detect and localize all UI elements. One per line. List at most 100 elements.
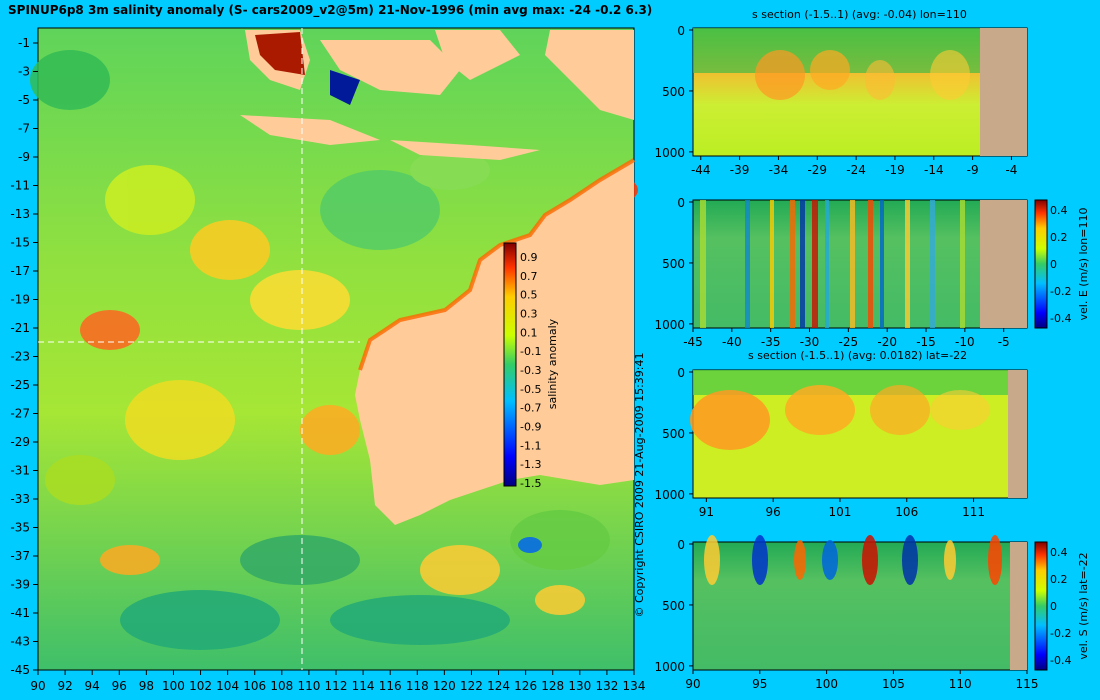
borneo-land bbox=[320, 40, 460, 95]
panel-x-tick: -39 bbox=[730, 163, 750, 177]
colorbar-tick: -1.3 bbox=[520, 458, 541, 471]
map-lat-tick: -5 bbox=[18, 93, 30, 107]
map-lat-tick: -23 bbox=[10, 350, 30, 364]
map-lat-tick: -41 bbox=[10, 606, 30, 620]
map-lat-tick: -31 bbox=[10, 464, 30, 478]
colorbar-tick: 0.7 bbox=[520, 270, 538, 283]
panel-y-tick: 1000 bbox=[654, 318, 685, 332]
panel-vel-s-lat-22 bbox=[692, 535, 1048, 671]
panel-x-tick: -34 bbox=[769, 163, 789, 177]
salinity-colorbar bbox=[503, 242, 517, 487]
panel-x-tick: 106 bbox=[895, 505, 918, 519]
panel-x-tick: -30 bbox=[800, 335, 820, 349]
panel-x-tick: 91 bbox=[699, 505, 714, 519]
colorbar-tick: -0.5 bbox=[520, 383, 541, 396]
panel-x-tick: 90 bbox=[685, 677, 700, 691]
panel-y-tick: 500 bbox=[662, 257, 685, 271]
colorbar-tick: 0.5 bbox=[520, 289, 538, 302]
map-lat-tick: -11 bbox=[10, 179, 30, 193]
panel-y-tick: 500 bbox=[662, 85, 685, 99]
panel-colorbar-tick: 0.2 bbox=[1050, 231, 1068, 244]
panel-x-tick: 101 bbox=[829, 505, 852, 519]
panel-x-tick: -15 bbox=[916, 335, 936, 349]
map-lon-tick: 132 bbox=[595, 679, 618, 693]
map-lon-tick: 90 bbox=[30, 679, 45, 693]
colorbar-tick: -0.9 bbox=[520, 421, 541, 434]
colorbar-tick: -0.3 bbox=[520, 364, 541, 377]
panel-y-tick: 1000 bbox=[654, 488, 685, 502]
colorbar-tick: -0.7 bbox=[520, 402, 541, 415]
panel-x-tick: -44 bbox=[691, 163, 711, 177]
panel-x-tick: -9 bbox=[967, 163, 979, 177]
panel-y-tick: 500 bbox=[662, 427, 685, 441]
map-lon-tick: 116 bbox=[379, 679, 402, 693]
map-lat-tick: -19 bbox=[10, 293, 30, 307]
map-lat-tick: -35 bbox=[10, 521, 30, 535]
map-lon-tick: 130 bbox=[568, 679, 591, 693]
colorbar-tick: 0.9 bbox=[520, 251, 538, 264]
map-lon-tick: 134 bbox=[623, 679, 646, 693]
panel-salinity-lon110 bbox=[692, 27, 1028, 157]
map-lat-tick: -39 bbox=[10, 578, 30, 592]
map-lon-tick: 128 bbox=[541, 679, 564, 693]
colorbar-label: salinity anomaly bbox=[546, 318, 559, 409]
map-lat-tick: -17 bbox=[10, 264, 30, 278]
panel-y-tick: 0 bbox=[677, 196, 685, 210]
panel-x-tick: -24 bbox=[846, 163, 866, 177]
map-lat-tick: -45 bbox=[10, 663, 30, 677]
panel1-title: s section (-1.5..1) (avg: -0.04) lon=110 bbox=[752, 8, 967, 21]
panel-y-tick: 0 bbox=[677, 538, 685, 552]
panel-colorbar-tick: 0 bbox=[1050, 600, 1057, 613]
panel-x-tick: -14 bbox=[924, 163, 944, 177]
panel-y-tick: 500 bbox=[662, 599, 685, 613]
panel-x-tick: 110 bbox=[949, 677, 972, 691]
map-lon-tick: 126 bbox=[514, 679, 537, 693]
map-lon-tick: 112 bbox=[325, 679, 348, 693]
map-lat-tick: -25 bbox=[10, 378, 30, 392]
map-lon-tick: 108 bbox=[270, 679, 293, 693]
panel-x-tick: -19 bbox=[885, 163, 905, 177]
panel-x-tick: -45 bbox=[683, 335, 703, 349]
panel-x-tick: 100 bbox=[815, 677, 838, 691]
panel-x-tick: 95 bbox=[752, 677, 767, 691]
map-lat-tick: -27 bbox=[10, 407, 30, 421]
colorbar-tick: -0.1 bbox=[520, 345, 541, 358]
panel-y-tick: 1000 bbox=[654, 146, 685, 160]
map-lon-tick: 118 bbox=[406, 679, 429, 693]
map-lon-tick: 122 bbox=[460, 679, 483, 693]
eddy-field bbox=[30, 50, 638, 650]
nusa-tenggara-land bbox=[390, 140, 540, 160]
panel3-title: s section (-1.5..1) (avg: 0.0182) lat=-2… bbox=[748, 349, 968, 362]
panel-colorbar-tick: -0.2 bbox=[1050, 285, 1071, 298]
panel-x-tick: -20 bbox=[877, 335, 897, 349]
panel-y-tick: 0 bbox=[677, 24, 685, 38]
map-lat-tick: -15 bbox=[10, 236, 30, 250]
map-lat-tick: -7 bbox=[18, 122, 30, 136]
map-lon-tick: 100 bbox=[162, 679, 185, 693]
map-lon-tick: 104 bbox=[216, 679, 239, 693]
vel-e-colorbar bbox=[1034, 199, 1048, 329]
colorbar-tick: 0.3 bbox=[520, 308, 538, 321]
map-lon-tick: 102 bbox=[189, 679, 212, 693]
australia-land bbox=[355, 160, 634, 525]
map-lat-tick: -43 bbox=[10, 635, 30, 649]
map-lat-tick: -21 bbox=[10, 321, 30, 335]
colorbar-tick: -1.1 bbox=[520, 439, 541, 452]
map-lon-tick: 114 bbox=[352, 679, 375, 693]
map-lat-tick: -29 bbox=[10, 435, 30, 449]
sulawesi-land bbox=[545, 30, 634, 120]
panel-x-tick: 105 bbox=[882, 677, 905, 691]
map-lat-tick: -1 bbox=[18, 36, 30, 50]
panel-x-tick: 96 bbox=[766, 505, 781, 519]
vel-s-colorbar bbox=[1034, 541, 1048, 671]
panel-vel-e-lon110 bbox=[692, 199, 1048, 329]
panel-x-tick: -4 bbox=[1005, 163, 1017, 177]
panel-x-tick: -25 bbox=[839, 335, 859, 349]
map-lon-tick: 94 bbox=[85, 679, 100, 693]
panel-colorbar-tick: 0.4 bbox=[1050, 546, 1068, 559]
map-lat-tick: -33 bbox=[10, 492, 30, 506]
salinity-map bbox=[30, 27, 638, 671]
map-lon-tick: 124 bbox=[487, 679, 510, 693]
panel-side-label: vel. E (m/s) lon=110 bbox=[1077, 208, 1090, 321]
map-lat-tick: -37 bbox=[10, 549, 30, 563]
